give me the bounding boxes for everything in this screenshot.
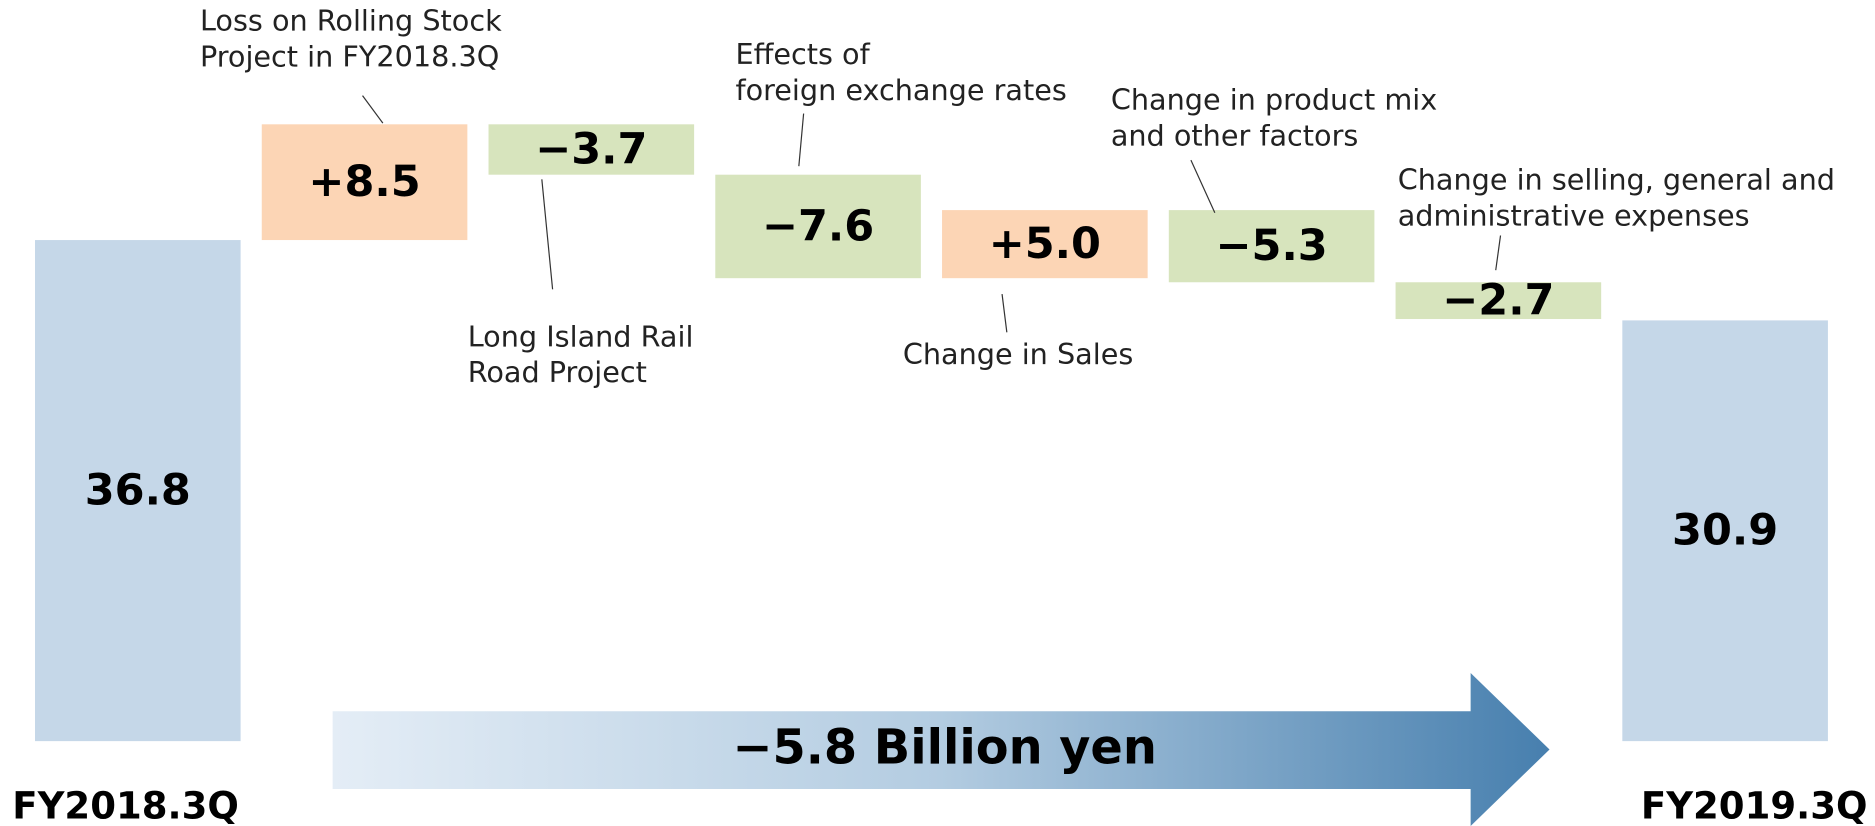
- annotation: Loss on Rolling Stock: [200, 4, 502, 38]
- annotation: Project in FY2018.3Q: [200, 40, 499, 74]
- value-label: +5.0: [989, 219, 1101, 269]
- value-label: −7.6: [762, 201, 874, 251]
- x-tick-label: FY2018.3Q: [12, 785, 239, 826]
- value-label: 30.9: [1672, 506, 1778, 556]
- leader-line: [541, 179, 554, 290]
- leader-line: [798, 113, 805, 167]
- bar: [1168, 210, 1375, 283]
- annotation: foreign exchange rates: [735, 73, 1066, 107]
- bar: [942, 210, 1148, 279]
- annotation: Change in Sales: [903, 337, 1133, 371]
- value-label: +8.5: [308, 157, 420, 207]
- value-label: −3.7: [535, 124, 647, 174]
- total-change-label: −5.8 Billion yen: [732, 721, 1156, 776]
- value-label: −5.3: [1215, 221, 1327, 271]
- bar: [1622, 320, 1828, 742]
- annotation: administrative expenses: [1398, 199, 1750, 233]
- bar: [261, 124, 468, 241]
- leader-line: [1495, 235, 1502, 271]
- bar: [715, 174, 921, 279]
- x-tick-label: FY2019.3Q: [1641, 785, 1868, 826]
- annotation: Change in selling, general and: [1398, 163, 1835, 197]
- leader-line: [1001, 293, 1008, 333]
- leader-line: [362, 95, 384, 124]
- annotation: Long Island Rail: [468, 319, 694, 353]
- value-label: 36.8: [85, 465, 191, 515]
- annotation: and other factors: [1111, 118, 1359, 152]
- annotation: Effects of: [735, 37, 870, 71]
- value-label: −2.7: [1442, 276, 1554, 326]
- annotation: Change in product mix: [1111, 83, 1437, 117]
- bar: [34, 240, 241, 742]
- bar: [488, 124, 695, 175]
- annotation: Road Project: [468, 355, 647, 389]
- total-arrow: [332, 672, 1550, 826]
- leader-line: [1190, 159, 1216, 214]
- bar: [1395, 282, 1602, 320]
